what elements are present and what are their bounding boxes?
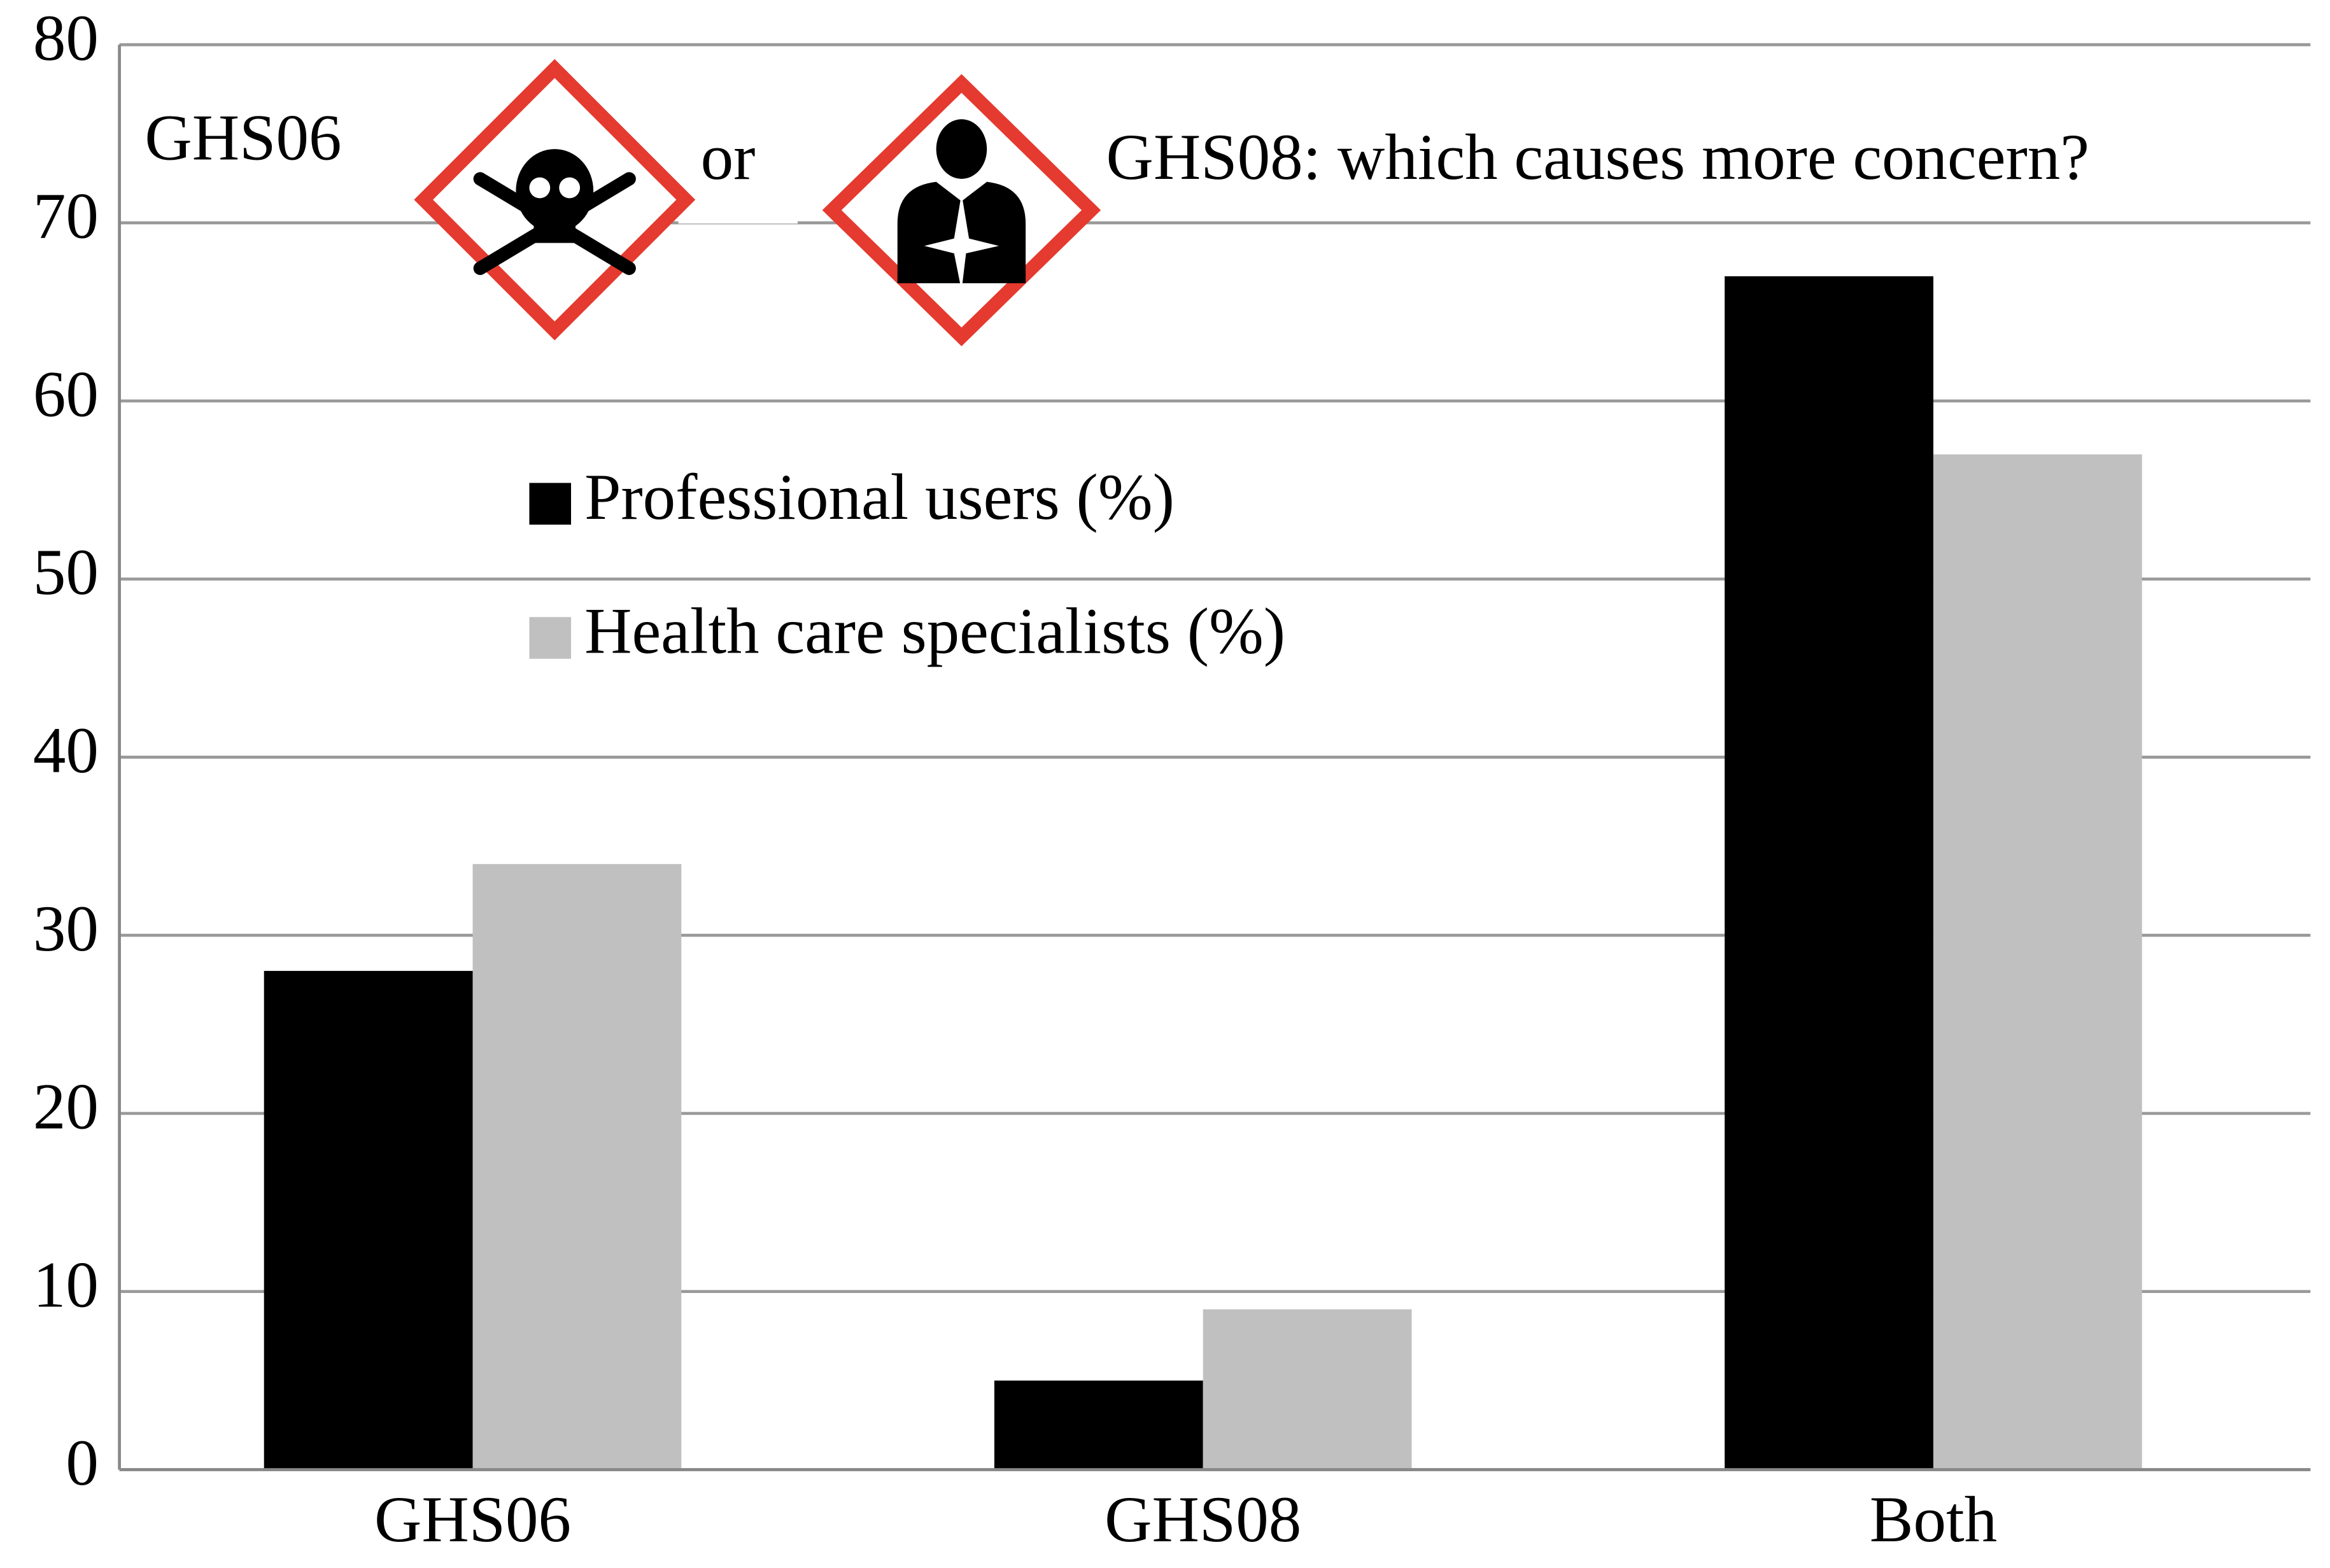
axes: 0 10 20 30 40 50 60 70 80 GHS06 GHS08 Both [33, 2, 2311, 1556]
bar [1933, 454, 2142, 1470]
bars [264, 276, 2142, 1470]
label-bg [127, 104, 403, 209]
legend-label: Health care specialists (%) [584, 595, 1285, 668]
title-part: or [701, 121, 756, 194]
title-part: GHS08: which causes more concern? [1106, 121, 2090, 194]
overlay: GHS06 or GHS08: which causes more concer… [127, 59, 2326, 346]
bar [472, 864, 682, 1470]
y-tick-label: 50 [33, 536, 99, 609]
bar [1203, 1309, 1412, 1470]
x-tick-label: GHS08 [1105, 1483, 1301, 1556]
label-bg [1096, 111, 2326, 216]
legend-bg [521, 462, 1476, 546]
legend-label: Professional users (%) [584, 461, 1175, 533]
x-tick-label: GHS06 [374, 1483, 571, 1556]
y-tick-label: 20 [33, 1071, 99, 1143]
y-tick-label: 0 [66, 1427, 99, 1499]
y-tick-label: 70 [33, 180, 99, 253]
y-tick-label: 10 [33, 1248, 99, 1321]
y-tick-label: 80 [33, 2, 99, 74]
ghs06-pictogram [414, 59, 696, 341]
title-part: GHS06 [145, 102, 341, 174]
legend-swatch [529, 483, 572, 525]
y-tick-label: 30 [33, 893, 99, 965]
x-tick-label: Both [1870, 1483, 1997, 1556]
bar [264, 971, 473, 1470]
legend: Professional users (%) Health care specia… [521, 461, 1476, 680]
y-tick-label: 40 [33, 714, 99, 787]
bar [994, 1380, 1203, 1470]
bar [1725, 276, 1933, 1470]
ghs08-pictogram [822, 74, 1101, 346]
legend-swatch [529, 617, 572, 659]
legend-bg [521, 596, 1476, 680]
label-bg [678, 104, 798, 224]
y-tick-label: 60 [33, 358, 99, 430]
